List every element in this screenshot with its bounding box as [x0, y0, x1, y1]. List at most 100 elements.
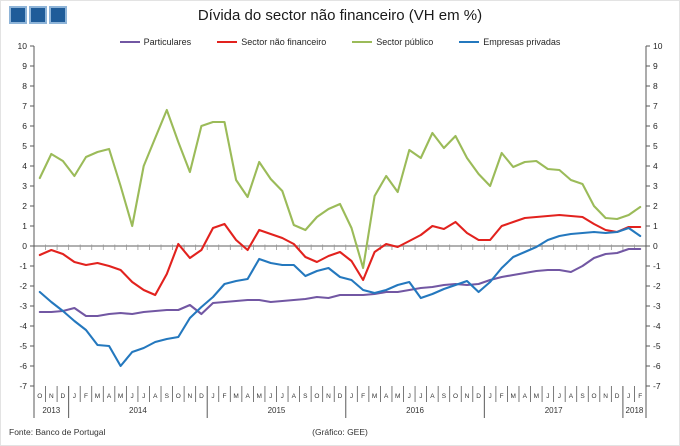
axis-label: 2 [653, 201, 658, 211]
axis-label: M [233, 393, 238, 400]
axis-label: -6 [19, 361, 27, 371]
axis-label: A [569, 393, 574, 400]
axis-label: D [199, 393, 204, 400]
source-note: Fonte: Banco de Portugal [9, 427, 106, 437]
axis-label: A [107, 393, 112, 400]
axis-label: F [638, 393, 642, 400]
logo-square [29, 6, 47, 24]
chart-title: Dívida do sector não financeiro (VH em %… [197, 7, 483, 24]
axis-label: 2017 [545, 406, 563, 415]
axis-label: -4 [19, 321, 27, 331]
axis-label: -3 [19, 301, 27, 311]
axis-label: M [95, 393, 100, 400]
axis-label: 2018 [626, 406, 644, 415]
legend-label: Sector não financeiro [241, 37, 327, 47]
axis-label: S [303, 393, 308, 400]
axis-label: -5 [19, 341, 27, 351]
axis-label: M [372, 393, 377, 400]
axis-label: 1 [653, 221, 658, 231]
axis-label: J [627, 393, 630, 400]
axis-label: F [361, 393, 365, 400]
axis-label: A [384, 393, 389, 400]
axis-label: 6 [653, 121, 658, 131]
axis-label: 10 [18, 41, 28, 51]
axis-label: J [488, 393, 491, 400]
series-line-empresas-privadas [38, 226, 642, 368]
axis-label: 1 [22, 221, 27, 231]
axis-label: N [603, 393, 608, 400]
axis-label: 0 [653, 241, 658, 251]
axis-label: 6 [22, 121, 27, 131]
axis-label: S [442, 393, 447, 400]
axis-label: J [269, 393, 272, 400]
axis-label: J [131, 393, 134, 400]
axis-label: O [592, 393, 597, 400]
legend-item-sector-p-blico: Sector público [352, 37, 433, 47]
axis-label: 2014 [129, 406, 147, 415]
legend: Particulares Sector não financeiro Sector … [34, 37, 646, 47]
axis-label: J [419, 393, 422, 400]
axis-label: 2016 [406, 406, 424, 415]
legend-label: Sector público [376, 37, 434, 47]
axis-label: A [430, 393, 435, 400]
legend-item-sector-n-o-financeiro: Sector não financeiro [217, 37, 326, 47]
axis-label: F [500, 393, 504, 400]
axis-label: -7 [19, 381, 27, 391]
logo-square [49, 6, 67, 24]
axis-label: O [176, 393, 181, 400]
legend-label: Particulares [143, 37, 192, 47]
axis-label: D [338, 393, 343, 400]
axis-label: -1 [19, 261, 27, 271]
axis-label: M [256, 393, 261, 400]
axis-label: 10 [653, 41, 663, 51]
axis-label: J [546, 393, 549, 400]
axis-label: S [165, 393, 170, 400]
axis-label: 4 [22, 161, 27, 171]
axis-label: A [292, 393, 297, 400]
logo-squares [9, 6, 67, 24]
axis-label: N [326, 393, 331, 400]
axis-label: 3 [653, 181, 658, 191]
axis-label: J [142, 393, 145, 400]
axis-label: D [476, 393, 481, 400]
axis-label: -7 [653, 381, 661, 391]
legend-swatch [459, 41, 480, 43]
axis-label: 8 [22, 81, 27, 91]
axis-label: 7 [653, 101, 658, 111]
legend-swatch [217, 41, 238, 43]
axis-label: 2013 [42, 406, 60, 415]
axis-label: M [395, 393, 400, 400]
axis-label: F [223, 393, 227, 400]
axis-label: S [580, 393, 585, 400]
axis-label: O [314, 393, 319, 400]
axis-label: J [408, 393, 411, 400]
axis-label: D [615, 393, 620, 400]
axis-label: J [211, 393, 214, 400]
axis-label: 7 [22, 101, 27, 111]
legend-swatch [352, 41, 373, 43]
axis-label: N [49, 393, 54, 400]
axis-label: A [245, 393, 250, 400]
credit-note: (Gráfico: GEE) [312, 427, 368, 437]
series-line-particulares [38, 247, 642, 318]
axis-label: M [510, 393, 515, 400]
axis-label: 8 [653, 81, 658, 91]
logo-square [9, 6, 27, 24]
series-line-sector-n-o-financeiro [38, 213, 642, 297]
series-line-sector-p-blico [38, 108, 642, 270]
axis-label: M [118, 393, 123, 400]
axis-label: 9 [22, 61, 27, 71]
axis-label: M [534, 393, 539, 400]
axis-label: -4 [653, 321, 661, 331]
axis-label: 4 [653, 161, 658, 171]
axis-label: 5 [653, 141, 658, 151]
axis-label: -1 [653, 261, 661, 271]
axis-label: -6 [653, 361, 661, 371]
zero-line [33, 244, 647, 250]
axis-label: 5 [22, 141, 27, 151]
axis-label: N [465, 393, 470, 400]
axis-label: 0 [22, 241, 27, 251]
axis-label: J [558, 393, 561, 400]
axis-label: J [350, 393, 353, 400]
